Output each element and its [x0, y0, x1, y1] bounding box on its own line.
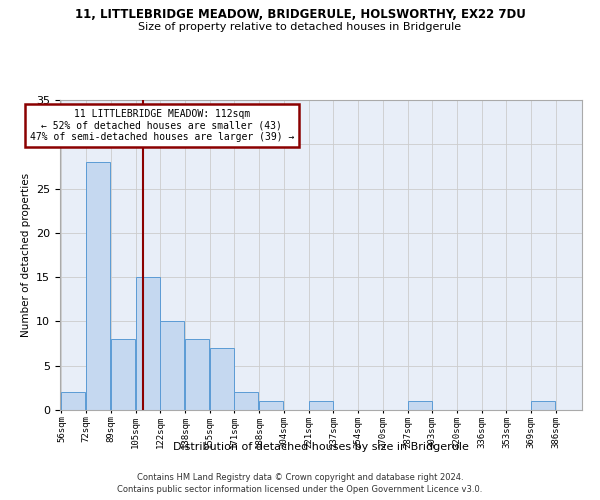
Bar — [86, 162, 110, 410]
Text: Contains public sector information licensed under the Open Government Licence v3: Contains public sector information licen… — [118, 485, 482, 494]
Bar — [160, 322, 184, 410]
Bar — [136, 277, 160, 410]
Text: 11, LITTLEBRIDGE MEADOW, BRIDGERULE, HOLSWORTHY, EX22 7DU: 11, LITTLEBRIDGE MEADOW, BRIDGERULE, HOL… — [74, 8, 526, 20]
Bar — [531, 401, 555, 410]
Text: Size of property relative to detached houses in Bridgerule: Size of property relative to detached ho… — [139, 22, 461, 32]
Bar — [210, 348, 234, 410]
Bar — [61, 392, 85, 410]
Text: Distribution of detached houses by size in Bridgerule: Distribution of detached houses by size … — [173, 442, 469, 452]
Bar — [185, 339, 209, 410]
Bar — [407, 401, 431, 410]
Bar — [111, 339, 135, 410]
Bar — [308, 401, 332, 410]
Bar — [259, 401, 283, 410]
Bar — [235, 392, 259, 410]
Y-axis label: Number of detached properties: Number of detached properties — [20, 173, 31, 337]
Text: 11 LITTLEBRIDGE MEADOW: 112sqm
← 52% of detached houses are smaller (43)
47% of : 11 LITTLEBRIDGE MEADOW: 112sqm ← 52% of … — [29, 110, 294, 142]
Text: Contains HM Land Registry data © Crown copyright and database right 2024.: Contains HM Land Registry data © Crown c… — [137, 472, 463, 482]
